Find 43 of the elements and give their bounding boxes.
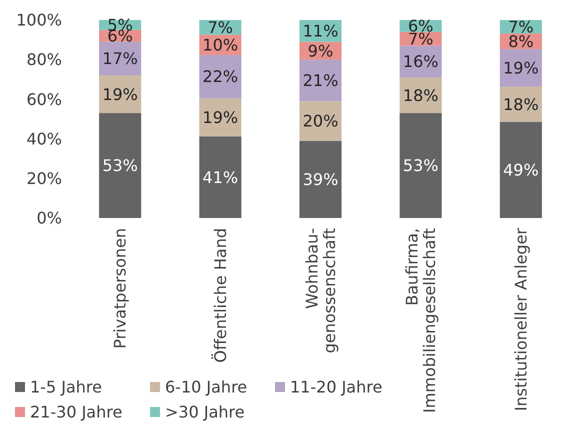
data-label: 19% [503,58,539,78]
data-label: 11% [302,21,338,40]
bar [199,136,242,218]
y-tick-label: 100% [16,10,62,30]
x-tick-label: Öffentliche Hand [210,228,230,363]
legend-label: 21-30 Jahre [30,402,122,422]
data-label: 19% [202,108,238,127]
y-tick-label: 0% [36,208,62,228]
data-label: 20% [302,112,338,131]
bar [400,113,442,218]
legend-label: 1-5 Jahre [30,378,102,397]
data-label: 53% [102,156,138,176]
bar [199,55,242,98]
data-label: 19% [102,84,138,104]
data-label: 41% [202,168,238,187]
data-label: 9% [308,41,334,60]
data-label: 39% [302,170,338,189]
bar [99,113,142,218]
bar [299,60,342,102]
data-label: 17% [102,49,138,68]
x-tick-label: Privatpersonen [110,228,130,349]
bar [500,122,542,218]
data-label: 21% [302,70,338,90]
data-label: 49% [503,160,539,180]
data-label: 16% [402,52,438,72]
data-label: 10% [202,35,238,54]
y-tick-label: 20% [26,169,62,188]
data-label: 18% [402,86,438,105]
y-tick-label: 40% [26,129,62,148]
data-label: 7% [208,18,233,37]
y-tick-label: 60% [26,90,62,109]
legend-label: 6-10 Jahre [165,378,248,397]
x-tick-label: Wohnbau- genossenschaft [302,228,339,354]
y-tick-label: 80% [26,50,62,70]
data-label: 53% [402,156,438,176]
bar [199,98,242,136]
legend-label: 11-20 Jahre [290,378,382,397]
bar [299,140,342,218]
data-label: 22% [202,67,238,86]
bar [299,101,342,141]
data-label: 18% [503,94,539,114]
legend-label: >30 Jahre [165,402,245,422]
x-tick-label: Institutioneller Anleger [512,228,530,412]
